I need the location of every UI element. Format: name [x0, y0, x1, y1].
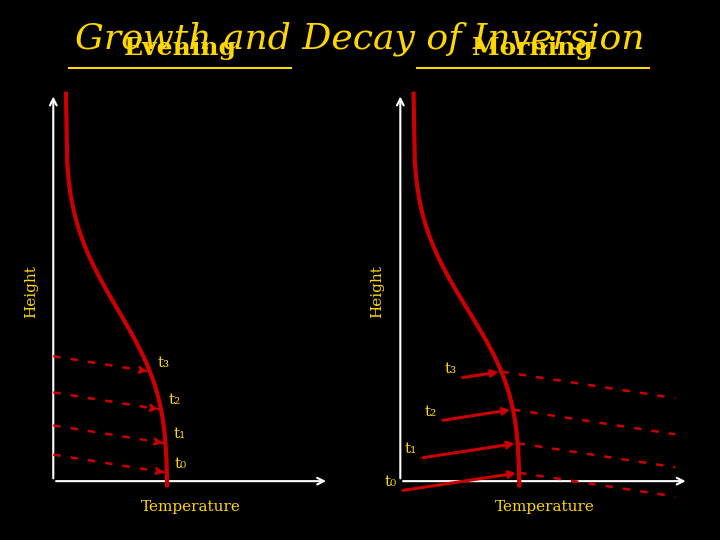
Text: t₁: t₁ [405, 442, 417, 456]
Text: t₀: t₀ [385, 475, 397, 489]
Text: t₃: t₃ [158, 355, 170, 369]
Text: t₃: t₃ [444, 362, 456, 376]
Text: t₂: t₂ [425, 404, 437, 418]
Text: Temperature: Temperature [495, 500, 594, 514]
Text: Height: Height [24, 265, 38, 318]
Text: t₂: t₂ [169, 394, 181, 407]
Text: Growth and Decay of Inversion: Growth and Decay of Inversion [76, 22, 644, 56]
Text: Height: Height [370, 265, 384, 318]
Text: t₁: t₁ [174, 427, 186, 441]
Text: Morning: Morning [472, 36, 593, 60]
Text: Temperature: Temperature [141, 500, 241, 514]
Text: Evening: Evening [124, 36, 236, 60]
Text: t₀: t₀ [175, 457, 187, 470]
